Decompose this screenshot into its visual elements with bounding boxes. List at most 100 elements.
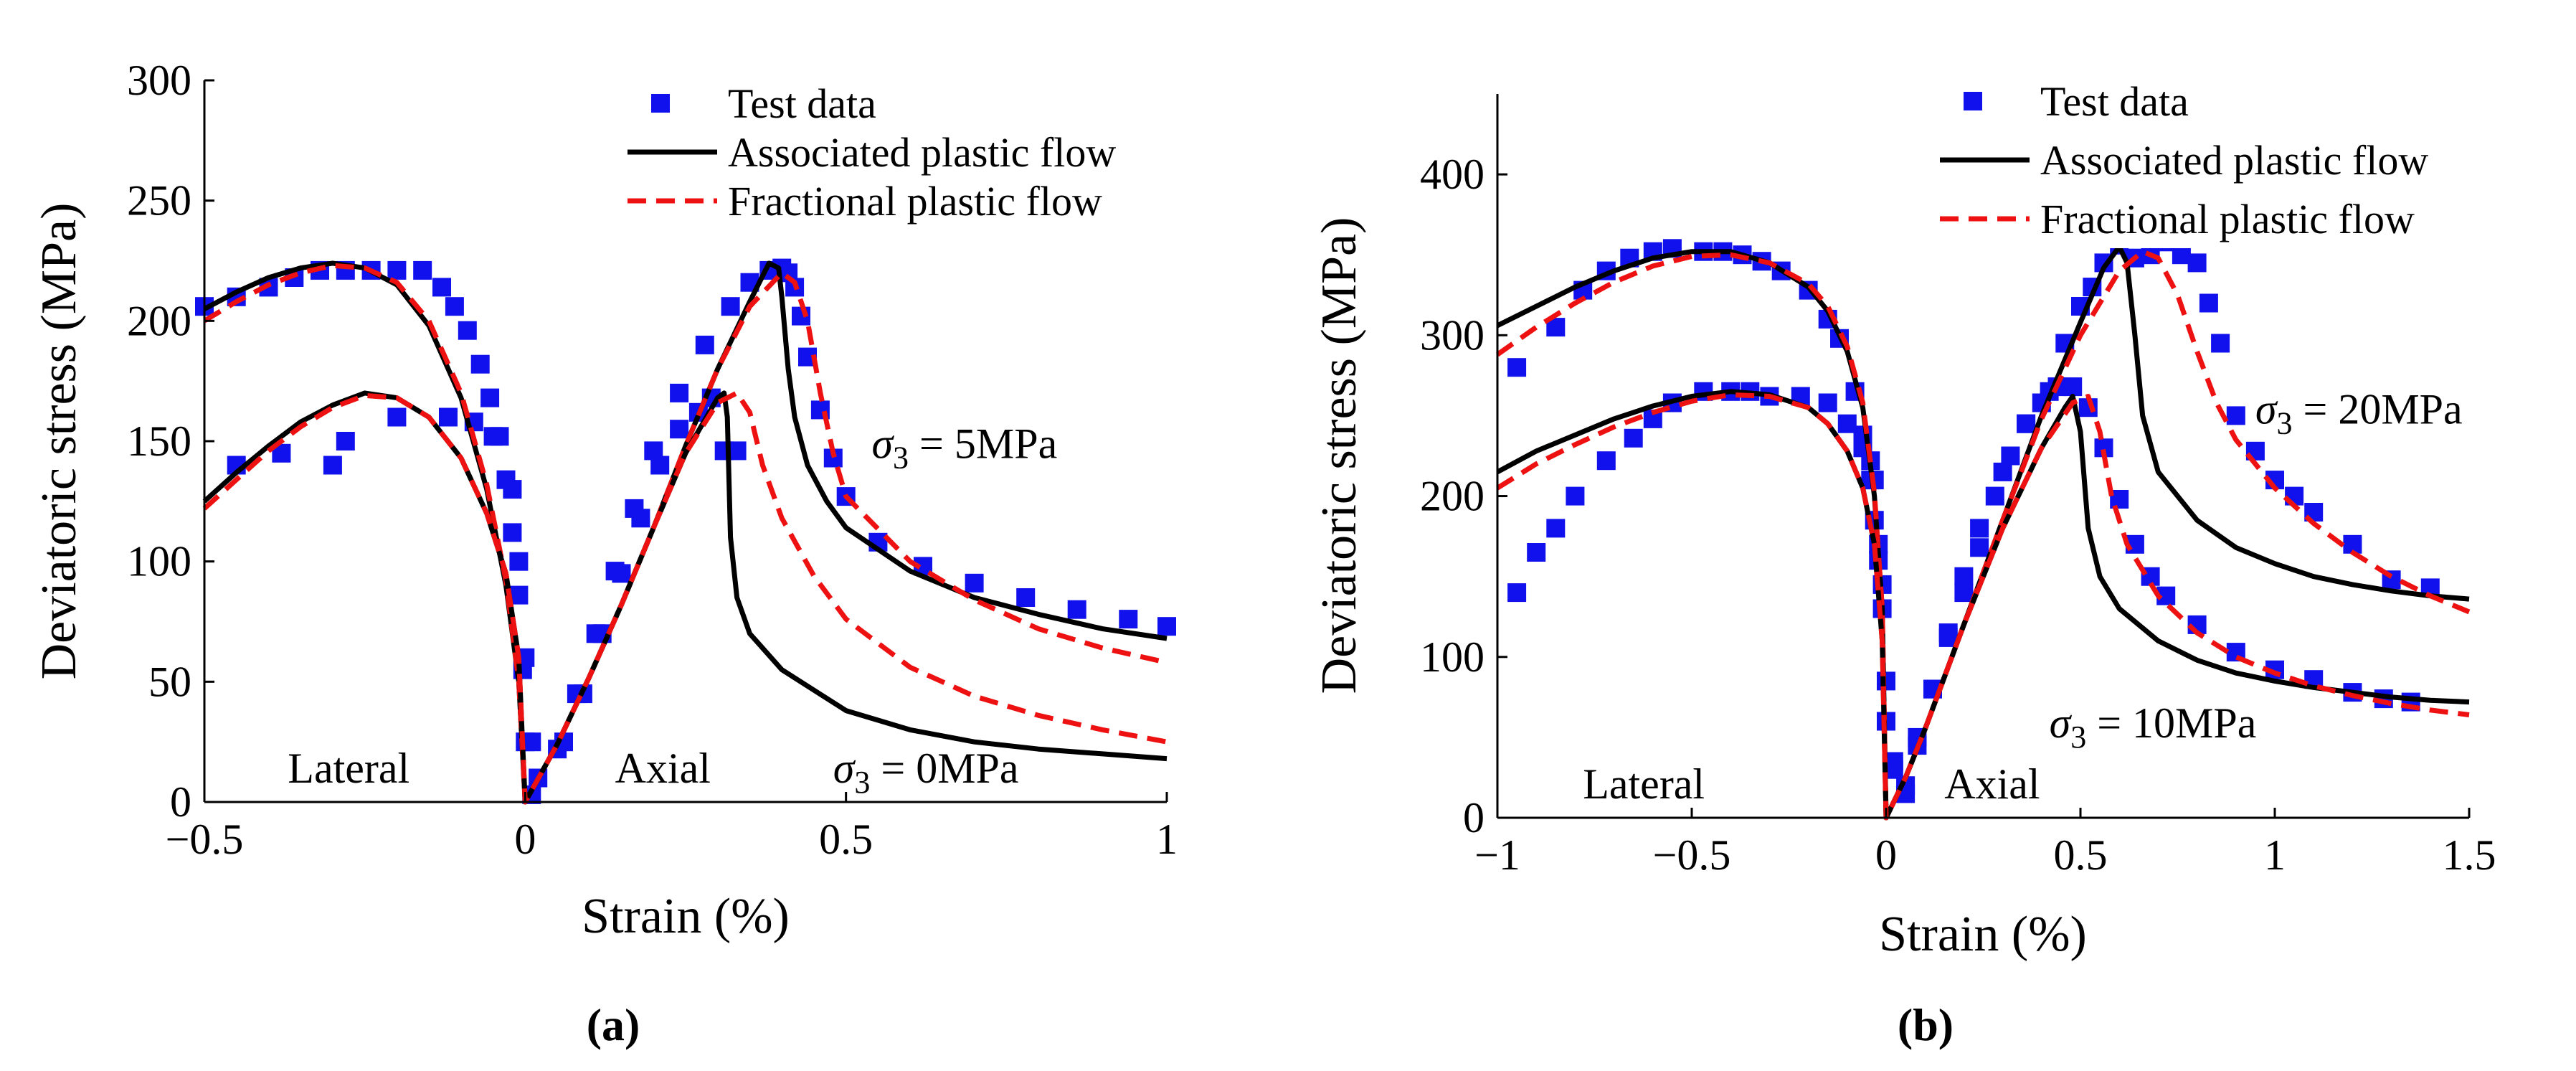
series-2-group <box>203 260 1168 805</box>
data-point <box>1985 486 2004 506</box>
chart-a-plot-area <box>195 258 1176 805</box>
x-tick-label: −0.5 <box>1653 831 1731 879</box>
legend-label: Associated plastic flow <box>728 129 1116 176</box>
chart-b-x-axis-title: Strain (%) <box>1879 907 2087 962</box>
y-tick-label: 100 <box>127 538 191 585</box>
series-5-group <box>202 390 1168 805</box>
annotation: σ3 = 0MPa <box>833 745 1019 800</box>
annotation: Axial <box>615 745 711 792</box>
data-point <box>387 260 407 280</box>
legend-background <box>624 65 1205 225</box>
x-tick-label: 0.5 <box>819 816 873 863</box>
y-tick-label: 0 <box>1463 794 1484 841</box>
data-point <box>323 456 342 475</box>
series-4-group <box>1496 389 2470 821</box>
series-3-group <box>203 263 1168 805</box>
chart-a-panel-label: (a) <box>587 999 640 1050</box>
y-tick-label: 50 <box>148 658 191 705</box>
chart-a-x-axis-title: Strain (%) <box>582 889 790 944</box>
chart-a-y-axis-title: Deviatoric stress (MPa) <box>32 203 87 680</box>
data-point <box>1954 567 1974 586</box>
series-line-frac <box>203 263 1168 805</box>
x-tick-label: −0.5 <box>166 816 244 863</box>
x-tick-label: 1 <box>2264 831 2286 879</box>
chart-a-annotations: σ3 = 5MPa σ3 = 0MPa Lateral Axial <box>288 420 1057 800</box>
data-point <box>1818 393 1837 412</box>
data-point <box>503 480 522 499</box>
data-point <box>965 573 984 593</box>
annotation: Axial <box>1944 760 2040 808</box>
legend-label: Associated plastic flow <box>2040 137 2428 184</box>
data-point <box>631 509 650 528</box>
chart-b-legend: Test data Associated plastic flow Fraction… <box>1936 57 2521 248</box>
data-point <box>336 432 355 450</box>
data-point <box>2063 377 2083 397</box>
data-point <box>480 388 500 407</box>
data-point <box>670 383 689 402</box>
series-1-group <box>227 388 747 788</box>
data-point <box>2211 334 2230 353</box>
data-point <box>1954 583 1974 603</box>
data-point <box>1016 588 1036 607</box>
data-point <box>670 420 689 439</box>
data-point <box>432 278 451 297</box>
legend-background <box>1936 57 2521 248</box>
x-tick-label: 0 <box>1875 831 1897 879</box>
data-point <box>695 335 714 354</box>
data-point <box>509 552 529 571</box>
annotation: σ3 = 10MPa <box>2050 699 2257 755</box>
chart-b-panel-label: (b) <box>1898 999 1954 1050</box>
data-point <box>1119 610 1138 629</box>
x-tick-label: 1.5 <box>2443 831 2496 879</box>
series-line-frac <box>1496 392 2470 821</box>
legend-label: Test data <box>2040 78 2189 125</box>
series-5-group <box>1496 392 2470 821</box>
data-point <box>1624 428 1643 448</box>
data-point <box>1507 583 1527 603</box>
y-tick-label: 250 <box>127 177 191 225</box>
annotation: σ3 = 20MPa <box>2255 386 2463 441</box>
data-point <box>439 407 458 427</box>
data-point <box>1507 358 1527 377</box>
legend-label: Test data <box>728 80 876 127</box>
data-point <box>483 427 503 446</box>
data-point <box>1970 519 1989 538</box>
data-point <box>445 297 464 316</box>
chart-b: −1 −0.5 0 0.5 1 1.5 0 100 200 300 400 Test data Ass… <box>1312 57 2521 1050</box>
data-point <box>2199 293 2218 313</box>
series-line-assoc <box>1496 389 2470 821</box>
y-tick-label: 200 <box>127 297 191 344</box>
legend-label: Fractional plastic flow <box>728 178 1102 225</box>
y-tick-label: 150 <box>127 417 191 465</box>
series-0-group <box>195 258 1176 804</box>
data-point <box>1546 519 1566 538</box>
data-point <box>2226 406 2245 425</box>
annotation: Lateral <box>288 745 409 792</box>
legend-marker-test <box>1964 92 1982 110</box>
data-point <box>1993 462 2012 481</box>
data-point <box>470 354 490 374</box>
y-tick-label: 100 <box>1420 633 1484 681</box>
data-point <box>458 321 477 340</box>
y-tick-label: 300 <box>127 57 191 104</box>
legend-label: Fractional plastic flow <box>2040 196 2415 242</box>
data-point <box>1157 617 1176 636</box>
chart-b-ticks: −1 −0.5 0 0.5 1 1.5 0 100 200 300 400 <box>1420 151 2496 879</box>
data-point <box>2017 414 2036 433</box>
data-point <box>387 407 407 427</box>
legend-marker-test <box>651 94 670 113</box>
series-line-assoc <box>203 260 1168 805</box>
data-point <box>1527 543 1546 562</box>
x-tick-label: 0 <box>514 816 536 863</box>
series-line-frac <box>202 390 1168 805</box>
data-point <box>721 297 740 316</box>
series-0-group <box>1507 232 2440 803</box>
data-point <box>1067 600 1086 619</box>
y-tick-label: 300 <box>1420 311 1484 359</box>
y-tick-label: 400 <box>1420 151 1484 198</box>
data-point <box>1970 538 1989 557</box>
data-point <box>612 564 631 583</box>
